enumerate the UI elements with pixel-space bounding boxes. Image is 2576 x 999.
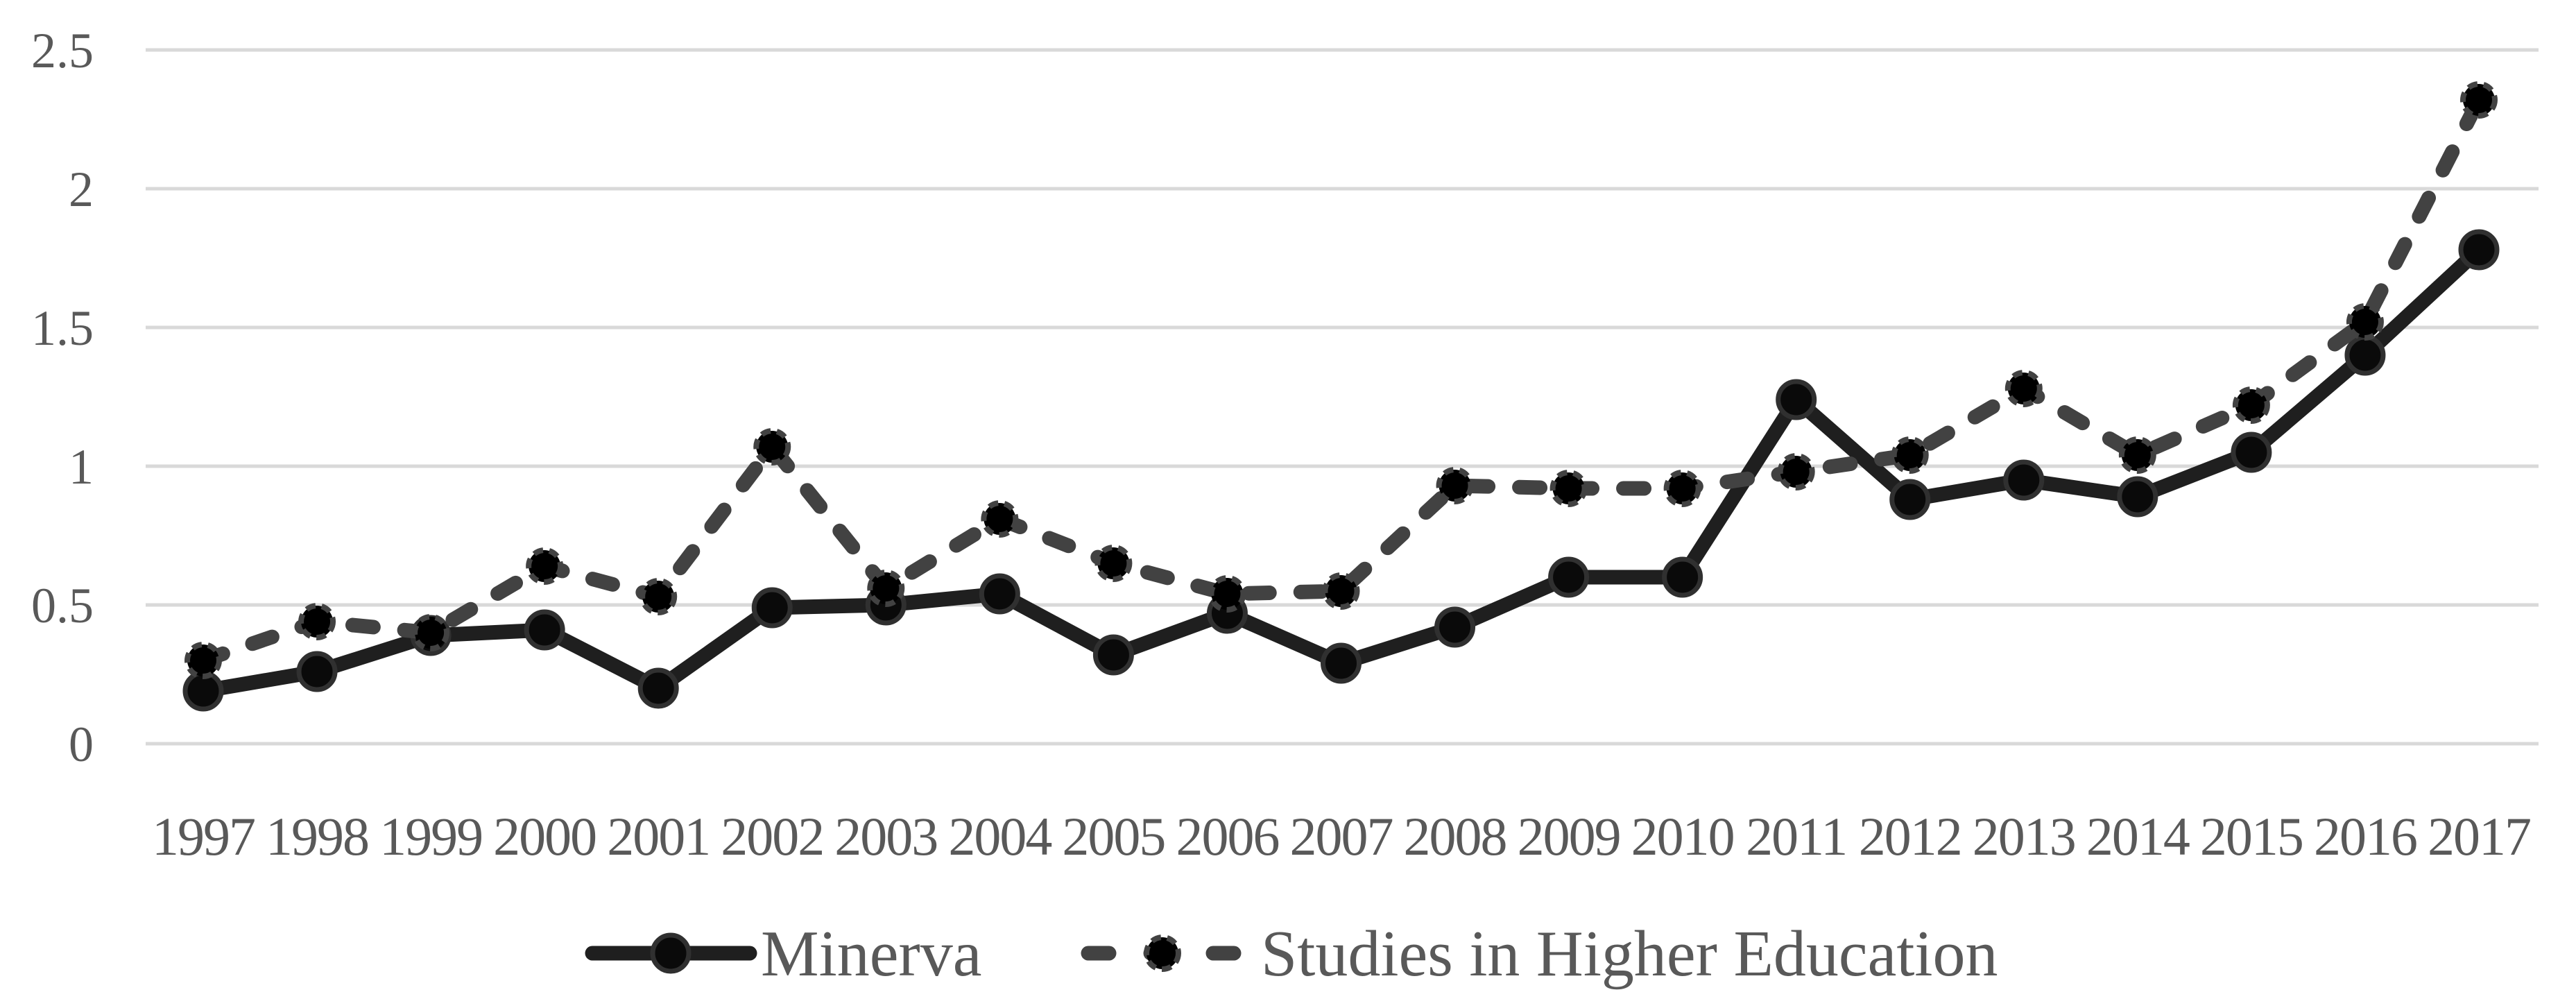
legend-label-studies-in-higher-education: Studies in Higher Education: [1261, 918, 1998, 990]
legend-item-minerva: Minerva: [585, 918, 981, 990]
x-tick-label-1997: 1997: [152, 806, 255, 866]
x-tick-label-2009: 2009: [1518, 806, 1620, 866]
minerva-point-2011: [1776, 379, 1817, 420]
x-tick-label-2006: 2006: [1176, 806, 1278, 866]
x-tick-label-1999: 1999: [379, 806, 482, 866]
studies-in-higher-education-point-2006: [1208, 575, 1246, 613]
x-tick-label-2014: 2014: [2086, 806, 2190, 866]
minerva-point-2007: [1321, 642, 1362, 684]
y-tick-label-2.5: 2.5: [31, 23, 94, 78]
studies-in-higher-education-point-2016: [2346, 303, 2384, 341]
x-tick-label-2017: 2017: [2428, 806, 2530, 866]
minerva-point-2013: [2003, 459, 2045, 501]
minerva-point-2000: [524, 609, 565, 651]
x-tick-label-2011: 2011: [1746, 806, 1846, 866]
x-tick-label-2016: 2016: [2314, 806, 2416, 866]
legend-item-studies-in-higher-education: Studies in Higher Education: [1081, 918, 1998, 990]
studies-in-higher-education-point-2012: [1891, 436, 1929, 474]
minerva-point-2015: [2231, 432, 2272, 473]
y-tick-label-1.5: 1.5: [31, 300, 94, 356]
studies-in-higher-education-point-2005: [1094, 545, 1133, 582]
legend: Minerva Studies in Higher Education: [585, 918, 1998, 990]
y-tick-label-2: 2: [69, 162, 94, 217]
studies-in-higher-education-point-2002: [753, 428, 791, 466]
minerva-point-2010: [1662, 556, 1703, 598]
studies-in-higher-education-point-2014: [2118, 436, 2156, 474]
y-tick-label-0: 0: [69, 717, 94, 772]
studies-in-higher-education-point-1999: [412, 614, 450, 651]
x-tick-label-2012: 2012: [1859, 806, 1961, 866]
legend-label-minerva: Minerva: [761, 918, 981, 990]
series-layer: [182, 81, 2500, 712]
studies-in-higher-education-point-2007: [1322, 572, 1360, 610]
x-tick-label-1998: 1998: [266, 806, 368, 866]
legend-she-marker-icon: [1144, 934, 1181, 972]
x-axis-tick-labels: 1997 1998 1999 2000 2001 2002 2003 2004 2005 2006…: [152, 806, 2532, 866]
studies-in-higher-education-point-1997: [184, 642, 222, 679]
x-tick-label-2010: 2010: [1631, 806, 1734, 866]
minerva-point-2014: [2117, 476, 2158, 518]
x-tick-label-2007: 2007: [1290, 806, 1393, 866]
minerva-point-2001: [637, 667, 679, 709]
y-tick-label-1: 1: [69, 439, 94, 495]
x-tick-label-2003: 2003: [834, 806, 937, 866]
studies-in-higher-education-point-2013: [2004, 370, 2043, 407]
legend-minerva-marker-icon: [650, 932, 692, 974]
studies-in-higher-education-point-2010: [1663, 470, 1701, 507]
studies-in-higher-education-point-2008: [1436, 467, 1474, 504]
minerva-point-2012: [1889, 479, 1931, 520]
y-tick-label-0.5: 0.5: [31, 578, 94, 633]
studies-in-higher-education-point-2015: [2232, 386, 2270, 424]
x-tick-label-2001: 2001: [607, 806, 710, 866]
studies-in-higher-education-point-2011: [1777, 453, 1815, 490]
studies-in-higher-education-point-2017: [2460, 81, 2498, 119]
x-tick-label-2004: 2004: [948, 806, 1051, 866]
x-tick-label-2000: 2000: [493, 806, 596, 866]
studies-in-higher-education-point-2009: [1549, 470, 1588, 507]
y-axis-tick-labels: 0 0.5 1 1.5 2 2.5: [31, 23, 94, 772]
minerva-point-2016: [2344, 334, 2386, 376]
minerva-point-1998: [296, 651, 338, 692]
x-tick-label-2013: 2013: [1973, 806, 2075, 866]
studies-in-higher-education-point-2000: [526, 547, 564, 585]
minerva-point-2008: [1434, 606, 1476, 648]
studies-in-higher-education-point-2004: [981, 500, 1019, 538]
minerva-point-2005: [1092, 634, 1134, 676]
x-tick-label-2015: 2015: [2200, 806, 2303, 866]
minerva-point-2002: [751, 587, 793, 629]
minerva-point-2004: [979, 573, 1020, 615]
minerva-point-2009: [1548, 556, 1590, 598]
x-tick-label-2002: 2002: [721, 806, 823, 866]
x-tick-label-2005: 2005: [1062, 806, 1165, 866]
x-tick-label-2008: 2008: [1404, 806, 1506, 866]
studies-in-higher-education-point-2003: [867, 570, 905, 607]
studies-in-higher-education-point-2001: [639, 578, 678, 615]
studies-in-higher-education-point-1998: [298, 603, 336, 640]
minerva-point-2017: [2458, 229, 2500, 271]
series-studies-in-higher-education: [184, 81, 2498, 679]
